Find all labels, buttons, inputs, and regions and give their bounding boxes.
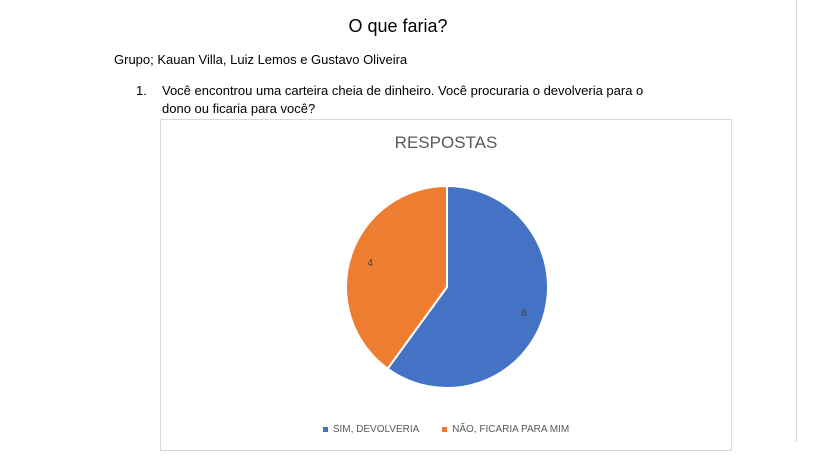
group-line: Grupo; Kauan Villa, Luiz Lemos e Gustavo… xyxy=(114,52,408,67)
legend-label-nao: NÃO, FICARIA PARA MIM xyxy=(452,424,570,435)
pie-chart-plot: 64 xyxy=(345,184,549,389)
legend-swatch-nao xyxy=(442,426,448,432)
legend-item-nao: NÃO, FICARIA PARA MIM xyxy=(442,424,569,435)
question-text: Você encontrou uma carteira cheia de din… xyxy=(162,83,644,116)
data-label-nao: 4 xyxy=(367,258,373,269)
legend-label-sim: SIM, DEVOLVERIA xyxy=(332,424,420,435)
data-label-sim: 6 xyxy=(521,308,527,319)
question-number: 1. xyxy=(136,83,147,98)
pie-slice-sim[interactable] xyxy=(386,184,549,389)
chart-legend: SIM, DEVOLVERIA NÃO, FICARIA PARA MIM xyxy=(161,424,731,435)
pie-slice-nao[interactable] xyxy=(345,184,448,371)
page-edge xyxy=(796,0,797,442)
chart-title: RESPOSTAS xyxy=(394,133,498,152)
document-title: O que faria? xyxy=(348,16,448,36)
legend-item-sim: SIM, DEVOLVERIA xyxy=(322,424,420,435)
legend-swatch-sim xyxy=(322,426,328,432)
